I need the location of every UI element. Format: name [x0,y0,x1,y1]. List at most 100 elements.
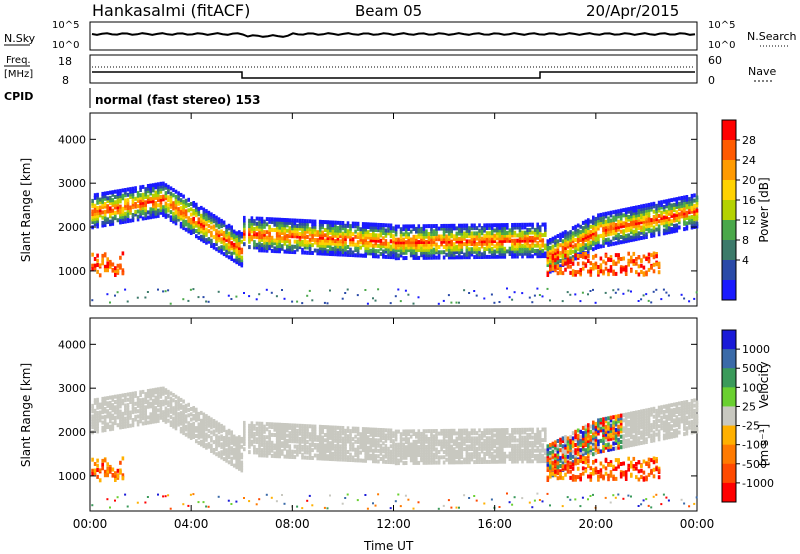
power-cell [678,217,681,222]
velocity-cell [217,495,220,498]
velocity-cell [483,452,486,456]
power-cell [680,214,684,219]
power-cell [667,230,671,235]
velocity-cell [119,422,122,427]
velocity-cell [177,422,180,427]
power-cell [465,239,469,244]
velocity-cell [316,448,319,453]
power-cell [465,226,469,231]
power-cell [250,237,254,242]
power-cell [425,247,428,252]
noise-left-label: N.Sky [4,32,36,45]
power-cell [665,220,668,225]
velocity-cell [187,421,190,426]
power-cell [513,233,517,238]
power-cell [554,258,557,263]
power-cell [101,261,104,266]
power-cell [93,263,97,268]
power-cell [604,230,608,235]
velocity-cell [154,406,158,411]
power-cell [318,251,322,256]
power-cell [468,255,471,260]
velocity-cell [473,460,476,465]
velocity-cell [215,444,218,449]
power-cell [458,250,461,254]
velocity-cell [217,424,221,429]
power-cell [404,256,408,260]
power-cell [103,217,107,222]
power-cell [197,225,201,230]
velocity-cell [561,464,565,469]
power-cell [339,226,342,231]
power-cell [387,249,390,254]
power-cell [488,236,491,241]
power-cell [695,208,699,213]
power-cell [116,199,120,204]
power-cell [109,206,112,211]
power-cell [141,195,145,200]
velocity-cell [564,472,567,477]
power-cell [574,243,577,248]
velocity-cell [447,439,451,444]
velocity-cell [447,449,451,454]
power-cell [556,247,560,252]
velocity-cell [488,449,491,454]
power-cell [189,202,193,206]
velocity-cell [217,443,221,448]
power-cell [637,255,641,260]
power-cell [640,259,643,264]
power-cell [693,198,696,203]
power-cell [397,224,400,229]
power-cell [650,220,653,225]
power-cell [660,202,663,207]
velocity-cell [528,433,532,437]
power-cell [657,219,661,224]
velocity-cell [162,386,165,391]
velocity-cell [546,454,550,459]
power-cell [372,233,375,238]
power-cell [243,292,245,294]
velocity-cell [205,435,208,440]
velocity-cell [283,430,287,435]
power-cell [501,228,504,233]
velocity-cell [146,394,150,399]
power-cell [243,226,246,231]
velocity-cell [412,453,416,457]
power-cell [377,238,380,243]
power-cell [551,259,555,264]
velocity-cell [384,452,388,456]
power-cell [215,242,218,246]
velocity-cell [463,439,466,444]
power-cell [465,252,469,257]
power-cell [159,210,163,215]
power-cell [642,272,646,277]
velocity-cell [501,430,504,435]
power-cell [533,227,537,232]
power-cell [670,213,673,218]
velocity-cell [331,433,335,438]
power-cell [536,254,539,259]
power-cell [384,247,388,251]
power-cell [447,247,451,252]
velocity-cell [566,449,570,454]
power-cell [541,238,545,243]
power-cell [167,208,170,213]
power-cell [139,214,142,219]
power-cell [248,234,251,239]
velocity-cell [227,460,231,465]
velocity-cell [195,407,198,412]
power-cell [551,247,555,252]
velocity-cell [503,436,507,440]
velocity-cell [470,447,474,451]
power-cell [485,241,489,246]
power-cell [356,232,360,237]
power-cell [109,301,111,304]
power-cell [387,226,390,230]
velocity-cell [387,436,390,441]
power-cell [308,219,312,224]
velocity-cell [556,465,560,470]
power-cell [169,202,173,207]
power-cell [273,228,276,232]
power-cell [119,255,122,260]
power-cell [488,254,491,259]
